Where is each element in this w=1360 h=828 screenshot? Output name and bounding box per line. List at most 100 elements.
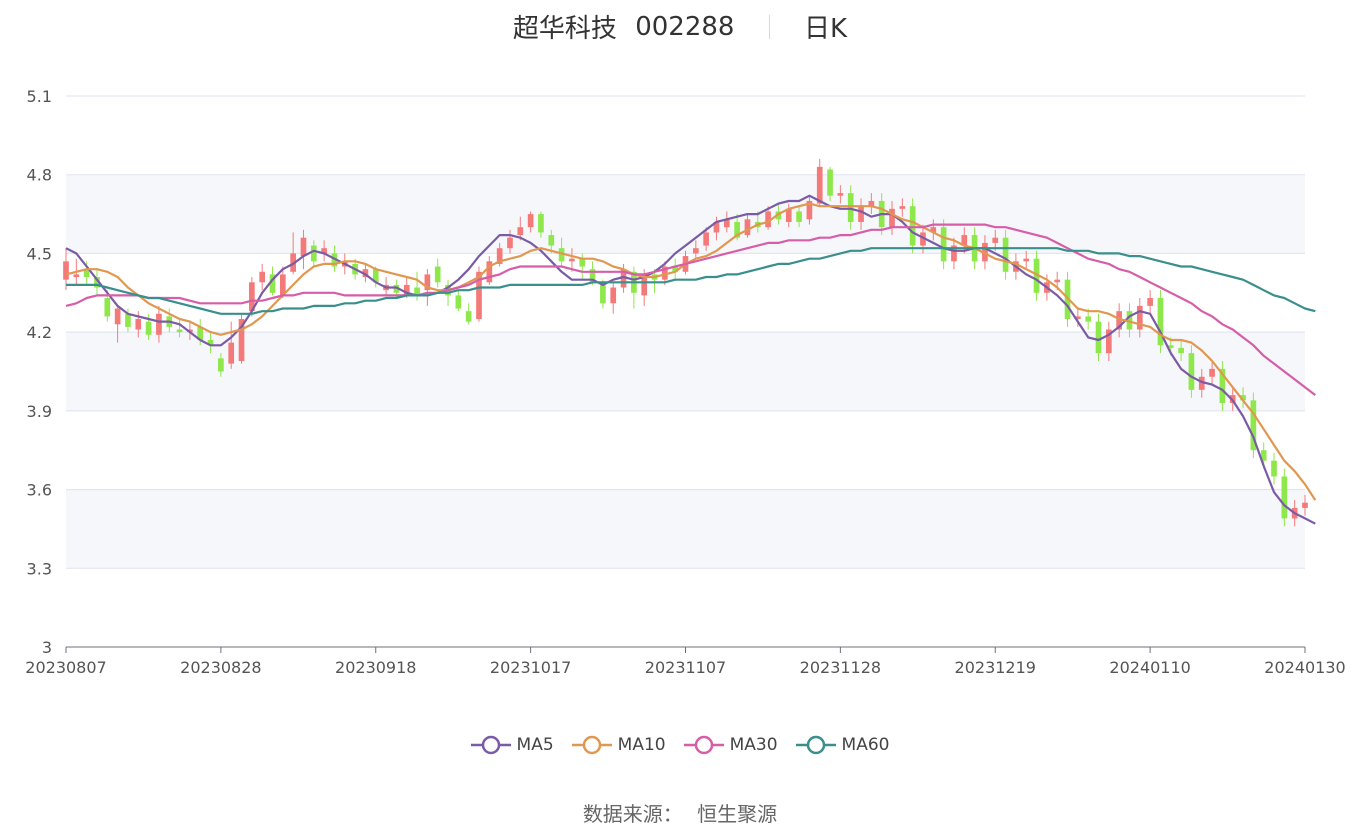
stock-name: 超华科技 xyxy=(512,14,617,44)
candle-body xyxy=(1219,368,1226,403)
legend-item-ma60[interactable]: MA60 xyxy=(795,734,890,756)
candle-body xyxy=(982,242,988,262)
legend-marker-icon xyxy=(683,735,724,755)
candle-body xyxy=(414,287,420,296)
candle-body xyxy=(249,282,255,312)
legend-marker-icon xyxy=(795,735,836,755)
candle-body xyxy=(279,274,286,296)
candle-body xyxy=(641,274,648,296)
candle-body xyxy=(723,219,730,228)
candle-body xyxy=(1116,311,1122,330)
data-source: 数据来源： 恒生聚源 xyxy=(0,798,1360,827)
candle-body xyxy=(806,200,813,220)
x-tick-label: 20230807 xyxy=(25,658,106,677)
candle-body xyxy=(1240,395,1246,401)
candle-body xyxy=(1095,321,1102,354)
candle-body xyxy=(424,274,431,291)
candle-body xyxy=(1157,298,1164,346)
candle-body xyxy=(1085,316,1092,322)
y-axis: 3 3.3 3.6 3.9 4.2 4.5 4.8 5.1 xyxy=(27,87,52,657)
legend-label: MA5 xyxy=(516,735,554,755)
candle-body xyxy=(496,248,503,264)
legend-item-ma10[interactable]: MA10 xyxy=(571,734,666,756)
legend: MA5 MA10 MA30 MA60 xyxy=(0,734,1360,761)
stock-code: 002288 xyxy=(635,11,735,42)
x-axis: 20230807 20230828 20230918 20231017 20231107… xyxy=(25,646,1346,677)
candle-body xyxy=(228,342,235,364)
candle-body xyxy=(238,319,245,362)
candle-body xyxy=(909,206,916,246)
y-tick-label: 4.2 xyxy=(27,323,52,342)
y-tick-label: 3.9 xyxy=(27,402,52,421)
candle-body xyxy=(1302,502,1308,508)
candle-body xyxy=(465,311,472,322)
x-tick-label: 20231017 xyxy=(490,658,571,677)
candle-body xyxy=(579,258,586,267)
period-label: 日K xyxy=(804,14,848,44)
source-value: 恒生聚源 xyxy=(697,802,778,826)
candle-body xyxy=(197,326,204,341)
y-tick-label: 4.5 xyxy=(27,244,52,263)
candle-body xyxy=(961,235,968,246)
candle-body xyxy=(207,340,214,346)
candle-body xyxy=(662,266,668,280)
candle-body xyxy=(434,266,441,283)
candle-body xyxy=(145,321,152,335)
candle-body xyxy=(269,274,276,293)
ma-line-ma60 xyxy=(66,247,1316,315)
candle-body xyxy=(558,248,565,262)
source-label: 数据来源： xyxy=(582,802,683,826)
ma-line-ma5 xyxy=(65,194,1316,525)
grid-band xyxy=(66,174,1305,254)
candle-body xyxy=(393,284,400,293)
y-tick-label: 3.3 xyxy=(27,559,52,578)
y-tick-label: 4.8 xyxy=(27,166,52,185)
legend-marker-icon xyxy=(470,735,511,755)
candle-body xyxy=(868,200,875,207)
candle-body xyxy=(1188,353,1195,390)
candle-body xyxy=(94,277,100,288)
x-tick-label: 20230918 xyxy=(335,658,416,677)
candle-body xyxy=(1209,368,1215,377)
candle-body xyxy=(63,261,69,280)
candle-body xyxy=(744,219,751,236)
candle-body xyxy=(899,206,906,209)
candle-body xyxy=(476,271,482,320)
candle-body xyxy=(765,211,771,228)
candle-body xyxy=(796,211,802,222)
candle-body xyxy=(1250,400,1257,451)
candle-body xyxy=(310,245,317,262)
chart-title: 超华科技 002288 日K xyxy=(0,8,1360,45)
candle-body xyxy=(610,287,617,304)
candle-body xyxy=(135,319,142,330)
legend-item-ma5[interactable]: MA5 xyxy=(470,734,554,756)
candle-body xyxy=(713,221,720,233)
legend-label: MA60 xyxy=(841,735,890,755)
candle-body xyxy=(569,258,575,262)
candle-body xyxy=(104,298,111,317)
candle-body xyxy=(331,253,338,267)
candle-body xyxy=(1002,237,1009,272)
candle-body xyxy=(403,284,410,296)
legend-marker-icon xyxy=(571,735,612,755)
candle-body xyxy=(1147,298,1153,306)
legend-item-ma30[interactable]: MA30 xyxy=(683,734,778,756)
ma-line-ma10 xyxy=(65,202,1317,501)
candle-body xyxy=(486,261,493,283)
candle-body xyxy=(940,227,947,262)
candle-body xyxy=(114,308,121,325)
ma-lines-layer xyxy=(65,194,1317,525)
candle-body xyxy=(672,266,679,272)
candle-body xyxy=(920,232,926,246)
candle-body xyxy=(1023,258,1030,262)
y-tick-label: 5.1 xyxy=(27,87,52,106)
legend-label: MA30 xyxy=(729,735,778,755)
candle-body xyxy=(455,295,462,309)
candle-body xyxy=(1178,347,1184,354)
legend-label: MA10 xyxy=(617,735,666,755)
x-tick-label: 20230828 xyxy=(180,658,261,677)
ma-line-ma30 xyxy=(65,223,1316,396)
grid-band xyxy=(66,332,1305,411)
candle-body xyxy=(73,274,80,278)
title-divider xyxy=(768,14,770,39)
